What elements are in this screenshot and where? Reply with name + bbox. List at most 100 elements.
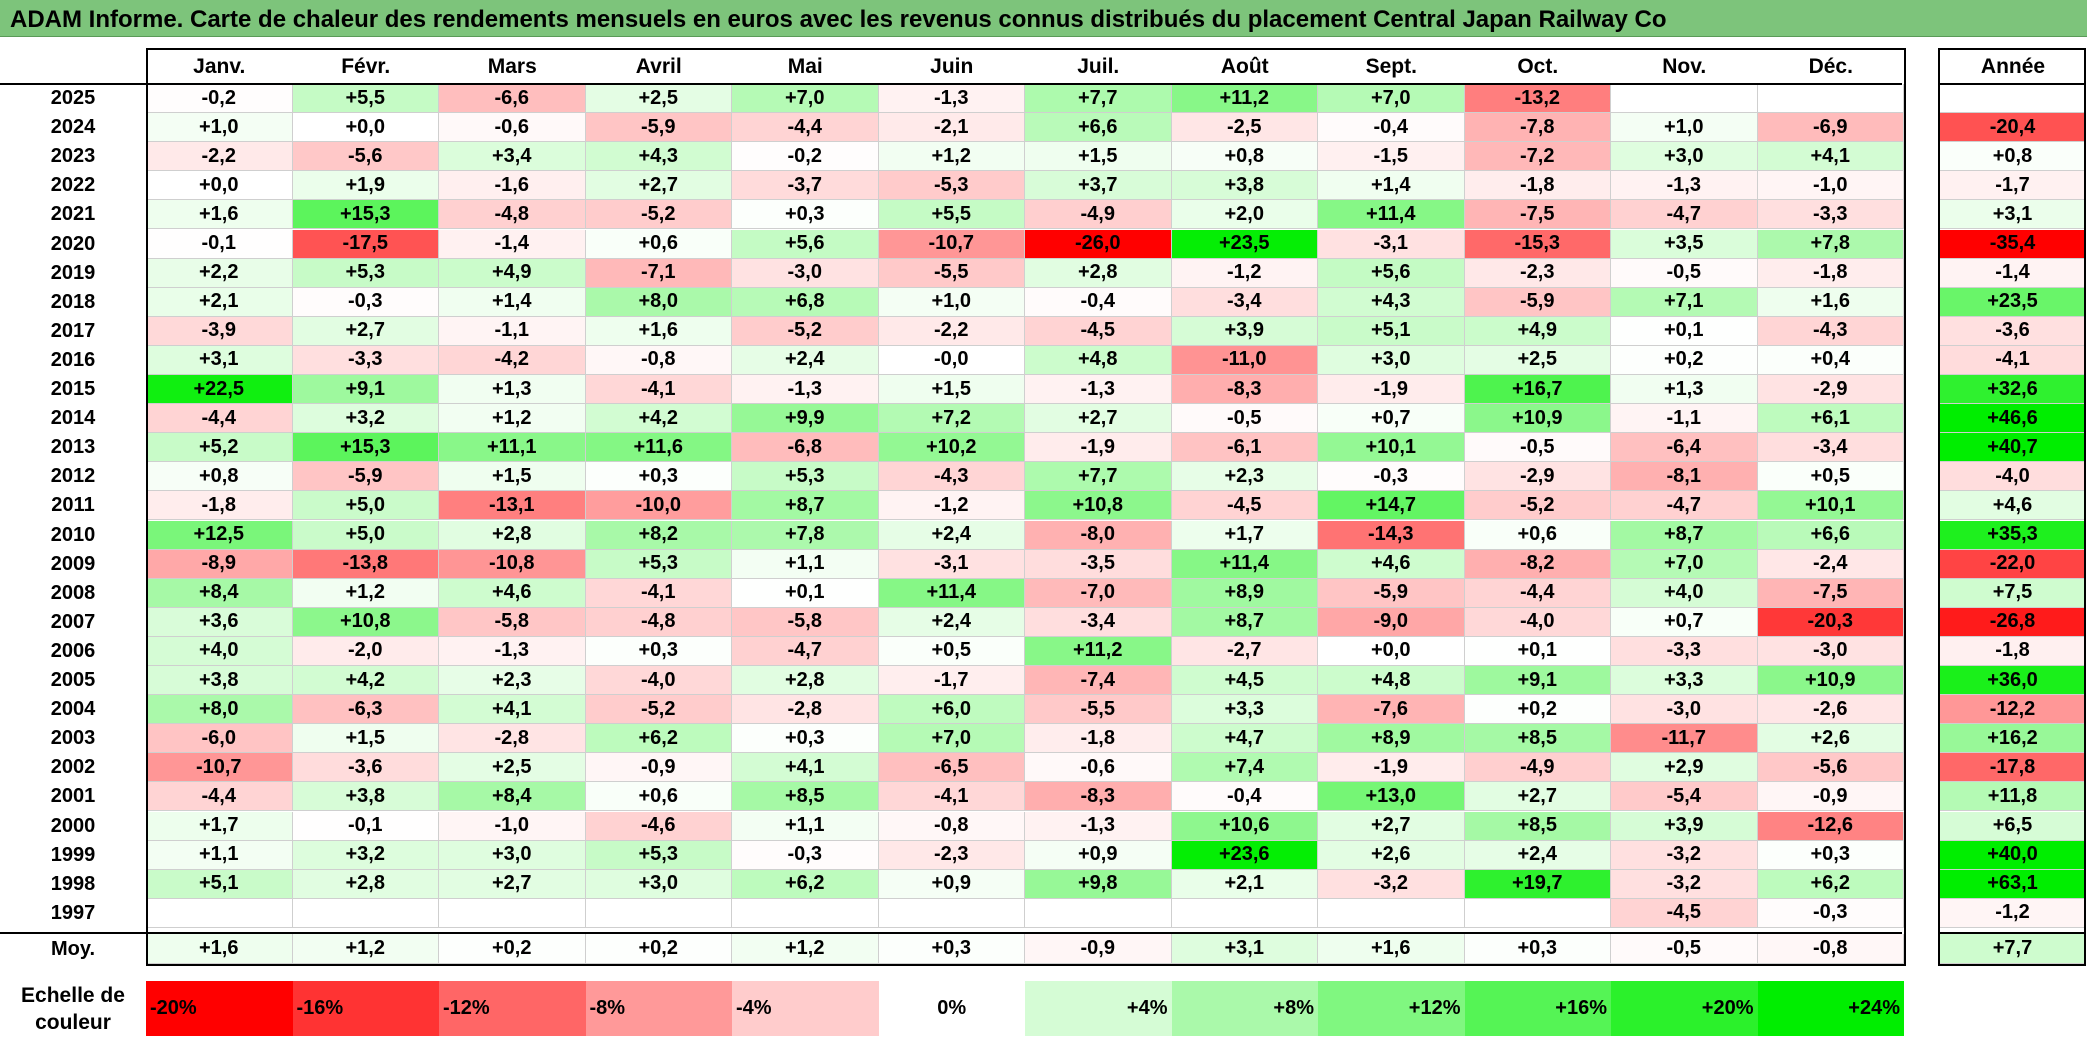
heatmap-cell: -10,7 xyxy=(878,229,1025,259)
heatmap-cell: +5,6 xyxy=(1318,258,1465,288)
annual-cell: -12,2 xyxy=(1940,695,2086,725)
heatmap-cell: -1,9 xyxy=(1318,753,1465,783)
heatmap-cell: +0,0 xyxy=(292,113,439,143)
heatmap-cell: -7,6 xyxy=(1318,695,1465,725)
heatmap-cell: +0,5 xyxy=(1757,462,1904,492)
heatmap-cell: -3,2 xyxy=(1611,840,1758,870)
heatmap-cell: -1,1 xyxy=(1611,404,1758,434)
annual-cell: -22,0 xyxy=(1940,549,2086,579)
heatmap-cell: +3,4 xyxy=(439,142,586,172)
heatmap-cell: -3,9 xyxy=(146,316,293,346)
heatmap-cell: -8,2 xyxy=(1464,549,1611,579)
heatmap-cell xyxy=(1464,898,1611,928)
color-scale-step: -4% xyxy=(732,981,879,1036)
heatmap-cell xyxy=(732,898,879,928)
annual-cell: -1,4 xyxy=(1940,258,2086,288)
heatmap-cell: +8,5 xyxy=(732,782,879,812)
heatmap-cell: +2,7 xyxy=(292,316,439,346)
heatmap-cell: +8,4 xyxy=(146,578,293,608)
annual-cell: +6,5 xyxy=(1940,811,2086,841)
heatmap-cell: +5,3 xyxy=(292,258,439,288)
heatmap-cell: -0,4 xyxy=(1025,287,1172,317)
heatmap-cell: +6,2 xyxy=(1757,869,1904,899)
annual-cell: +11,8 xyxy=(1940,782,2086,812)
heatmap-cell: -4,4 xyxy=(146,404,293,434)
heatmap-cell xyxy=(1757,84,1904,114)
annual-cell: -17,8 xyxy=(1940,753,2086,783)
annual-cell: -26,8 xyxy=(1940,607,2086,637)
heatmap-cell: +1,0 xyxy=(878,287,1025,317)
heatmap-cell: +1,2 xyxy=(292,578,439,608)
heatmap-cell: +1,1 xyxy=(146,840,293,870)
month-header: Avril xyxy=(635,55,682,78)
heatmap-cell: -13,8 xyxy=(292,549,439,579)
color-scale-step: +20% xyxy=(1611,981,1758,1036)
average-separator-annual xyxy=(1938,932,2086,934)
year-label: 2003 xyxy=(50,727,96,750)
heatmap-cell: -1,9 xyxy=(1318,375,1465,405)
heatmap-cell: +0,1 xyxy=(1464,636,1611,666)
heatmap-cell: +3,8 xyxy=(292,782,439,812)
heatmap-cell: +2,8 xyxy=(292,869,439,899)
heatmap-cell: +6,2 xyxy=(585,724,732,754)
heatmap-cell: +0,8 xyxy=(146,462,293,492)
heatmap-cell: -4,2 xyxy=(439,345,586,375)
heatmap-cell: -3,3 xyxy=(1611,636,1758,666)
heatmap-cell: -20,3 xyxy=(1757,607,1904,637)
annual-cell: +40,7 xyxy=(1940,433,2086,463)
heatmap-cell: -0,6 xyxy=(1025,753,1172,783)
heatmap-cell: -2,4 xyxy=(1757,549,1904,579)
heatmap-cell: -1,3 xyxy=(1025,811,1172,841)
heatmap-cell: +3,8 xyxy=(146,666,293,696)
heatmap-cell: -1,3 xyxy=(439,636,586,666)
heatmap-cell: -5,2 xyxy=(585,200,732,230)
heatmap-cell: +8,4 xyxy=(439,782,586,812)
heatmap-cell: +0,2 xyxy=(1611,345,1758,375)
heatmap-cell: -1,7 xyxy=(878,666,1025,696)
heatmap-cell: -1,0 xyxy=(1757,171,1904,201)
annual-cell: -3,6 xyxy=(1940,316,2086,346)
heatmap-cell: -4,8 xyxy=(439,200,586,230)
heatmap-cell: -13,1 xyxy=(439,491,586,521)
heatmap-cell: +1,6 xyxy=(1757,287,1904,317)
heatmap-cell: -1,8 xyxy=(1464,171,1611,201)
heatmap-cell: -2,9 xyxy=(1464,462,1611,492)
annual-cell: +4,6 xyxy=(1940,491,2086,521)
heatmap-cell: +10,1 xyxy=(1757,491,1904,521)
heatmap-cell: +3,3 xyxy=(1171,695,1318,725)
heatmap-cell: +8,2 xyxy=(585,520,732,550)
year-label: 2007 xyxy=(50,610,96,633)
heatmap-cell: +11,4 xyxy=(1171,549,1318,579)
heatmap-cell: -8,9 xyxy=(146,549,293,579)
heatmap-cell: -2,3 xyxy=(1464,258,1611,288)
heatmap-cell: +3,0 xyxy=(1318,345,1465,375)
heatmap-cell: +3,0 xyxy=(439,840,586,870)
color-scale-step: +16% xyxy=(1464,981,1611,1036)
heatmap-cell: -3,4 xyxy=(1025,607,1172,637)
average-cell: +3,1 xyxy=(1171,934,1318,964)
heatmap-cell: +9,1 xyxy=(292,375,439,405)
heatmap-cell: +5,5 xyxy=(878,200,1025,230)
average-cell: -0,8 xyxy=(1757,934,1904,964)
heatmap-cell: -8,1 xyxy=(1611,462,1758,492)
heatmap-cell: -3,3 xyxy=(1757,200,1904,230)
heatmap-cell: -2,0 xyxy=(292,636,439,666)
color-scale-step: +4% xyxy=(1025,981,1172,1036)
heatmap-cell: +2,6 xyxy=(1318,840,1465,870)
report-title-bar: ADAM Informe. Carte de chaleur des rende… xyxy=(0,0,2087,37)
heatmap-cell: -1,4 xyxy=(439,229,586,259)
year-label: 2014 xyxy=(50,407,96,430)
heatmap-cell: -6,4 xyxy=(1611,433,1758,463)
heatmap-cell: +4,0 xyxy=(1611,578,1758,608)
heatmap-cell: -8,0 xyxy=(1025,520,1172,550)
heatmap-cell: +4,2 xyxy=(585,404,732,434)
heatmap-cell: -11,0 xyxy=(1171,345,1318,375)
heatmap-cell: +0,7 xyxy=(1318,404,1465,434)
heatmap-cell: -0,5 xyxy=(1171,404,1318,434)
heatmap-cell xyxy=(1171,898,1318,928)
year-label: 2023 xyxy=(50,145,96,168)
average-cell: +1,6 xyxy=(1318,934,1465,964)
heatmap-cell: +4,8 xyxy=(1025,345,1172,375)
year-label: 2006 xyxy=(50,639,96,662)
heatmap-cell: +0,7 xyxy=(1611,607,1758,637)
